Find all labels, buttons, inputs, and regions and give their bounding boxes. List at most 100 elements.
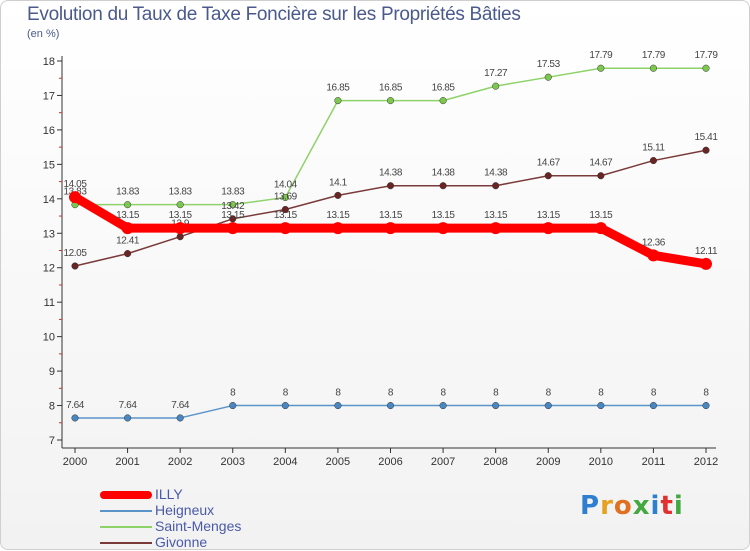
data-point-heigneux [281, 401, 289, 410]
data-point-saint-menges [176, 201, 184, 209]
x-tick-label: 2010 [589, 456, 613, 468]
y-tick-label: 10 [43, 332, 55, 344]
data-point-illy [331, 222, 344, 235]
data-label-givonne: 13.42 [221, 201, 245, 212]
data-label-saint-menges: 17.53 [537, 59, 561, 70]
data-point-heigneux [386, 401, 395, 410]
data-point-saint-menges [492, 82, 500, 90]
data-point-saint-menges [439, 97, 447, 105]
legend-label-heigneux: Heigneux [155, 502, 215, 518]
y-tick-label: 14 [43, 194, 55, 206]
data-point-illy [542, 222, 555, 235]
data-point-heigneux [702, 401, 710, 410]
data-label-illy: 12.36 [642, 237, 666, 248]
data-point-givonne [649, 157, 657, 165]
logo-letter: t [660, 491, 674, 521]
data-point-givonne [544, 172, 552, 180]
data-label-saint-menges: 13.83 [221, 187, 245, 198]
data-point-heigneux [439, 401, 447, 410]
x-tick-label: 2007 [431, 456, 455, 468]
data-label-givonne: 14.67 [537, 158, 561, 169]
data-point-saint-menges [702, 64, 710, 72]
data-point-heigneux [229, 401, 237, 410]
data-label-saint-menges: 17.79 [642, 50, 666, 61]
data-point-illy [226, 222, 239, 235]
data-point-saint-menges [334, 97, 342, 105]
data-label-givonne: 13.69 [274, 191, 298, 202]
data-point-heigneux [71, 414, 79, 422]
data-label-heigneux: 8 [335, 388, 341, 399]
legend-label-saint-menges: Saint-Menges [155, 518, 242, 534]
data-label-givonne: 14.1 [329, 177, 348, 188]
data-label-heigneux: 8 [440, 388, 446, 399]
data-label-illy: 13.15 [221, 210, 245, 221]
data-point-givonne [702, 146, 710, 154]
data-label-saint-menges: 14.04 [274, 179, 298, 190]
data-label-givonne: 14.38 [379, 168, 403, 179]
data-label-givonne: 12.41 [116, 236, 140, 247]
logo-letter: i [650, 491, 661, 521]
data-label-givonne: 14.38 [432, 168, 456, 179]
data-label-saint-menges: 17.79 [694, 50, 718, 61]
logo-letter: P [580, 491, 601, 521]
data-label-heigneux: 7.64 [66, 400, 85, 411]
data-label-illy: 13.15 [589, 210, 613, 221]
x-tick-label: 2004 [273, 456, 297, 468]
data-point-givonne [229, 215, 237, 223]
data-label-heigneux: 8 [703, 388, 709, 399]
data-label-illy: 13.15 [537, 210, 561, 221]
y-tick-label: 18 [43, 56, 55, 68]
data-point-illy [279, 222, 292, 235]
y-tick-label: 13 [43, 228, 55, 240]
data-label-heigneux: 8 [493, 388, 499, 399]
x-tick-label: 2001 [115, 456, 139, 468]
legend-label-illy: ILLY [155, 486, 183, 502]
data-point-givonne [492, 182, 500, 190]
y-tick-label: 11 [44, 297, 55, 309]
data-point-illy [437, 222, 450, 235]
data-label-heigneux: 8 [546, 388, 552, 399]
y-tick-label: 7 [49, 435, 55, 447]
data-label-saint-menges: 16.85 [326, 83, 350, 94]
data-point-saint-menges [229, 201, 237, 209]
data-point-heigneux [597, 401, 605, 410]
y-tick-label: 16 [43, 125, 55, 137]
data-label-givonne: 15.11 [642, 143, 665, 154]
data-point-givonne [71, 262, 79, 270]
data-point-givonne [124, 250, 132, 258]
y-tick-label: 17 [43, 90, 55, 102]
data-point-illy [174, 222, 187, 235]
line-chart: 7 8 9 10 11 12 13 14 15 16 17 18 2000 2001 2002 2003 200… [43, 50, 719, 468]
data-label-illy: 13.15 [432, 210, 456, 221]
data-label-illy: 14.05 [63, 179, 87, 190]
data-label-illy: 13.15 [169, 210, 193, 221]
data-point-heigneux [334, 401, 342, 410]
y-tick-label: 9 [49, 366, 55, 378]
data-label-illy: 13.15 [116, 210, 140, 221]
data-point-illy [69, 191, 81, 204]
data-label-saint-menges: 13.83 [116, 187, 140, 198]
proxiti-logo: Proxiti [580, 491, 684, 521]
data-label-saint-menges: 16.85 [379, 83, 403, 94]
data-point-saint-menges [386, 97, 395, 105]
data-point-illy [647, 249, 660, 262]
logo-letter: i [673, 491, 684, 521]
data-point-saint-menges [281, 193, 289, 201]
data-label-saint-menges: 13.83 [169, 187, 193, 198]
x-tick-label: 2000 [63, 456, 87, 468]
data-point-saint-menges [649, 64, 657, 72]
x-tick-label: 2011 [642, 456, 666, 468]
data-label-heigneux: 7.64 [119, 400, 138, 411]
data-point-givonne [281, 205, 289, 214]
legend-swatch-saint-menges [100, 526, 152, 528]
data-label-heigneux: 8 [651, 388, 657, 399]
data-label-givonne: 14.67 [589, 158, 613, 169]
data-label-illy: 13.15 [379, 210, 403, 221]
data-point-illy [384, 222, 397, 235]
data-label-heigneux: 8 [598, 388, 604, 399]
data-point-givonne [439, 182, 447, 190]
data-label-heigneux: 8 [283, 388, 289, 399]
data-point-saint-menges [544, 73, 552, 81]
logo-letter: x [632, 491, 651, 521]
